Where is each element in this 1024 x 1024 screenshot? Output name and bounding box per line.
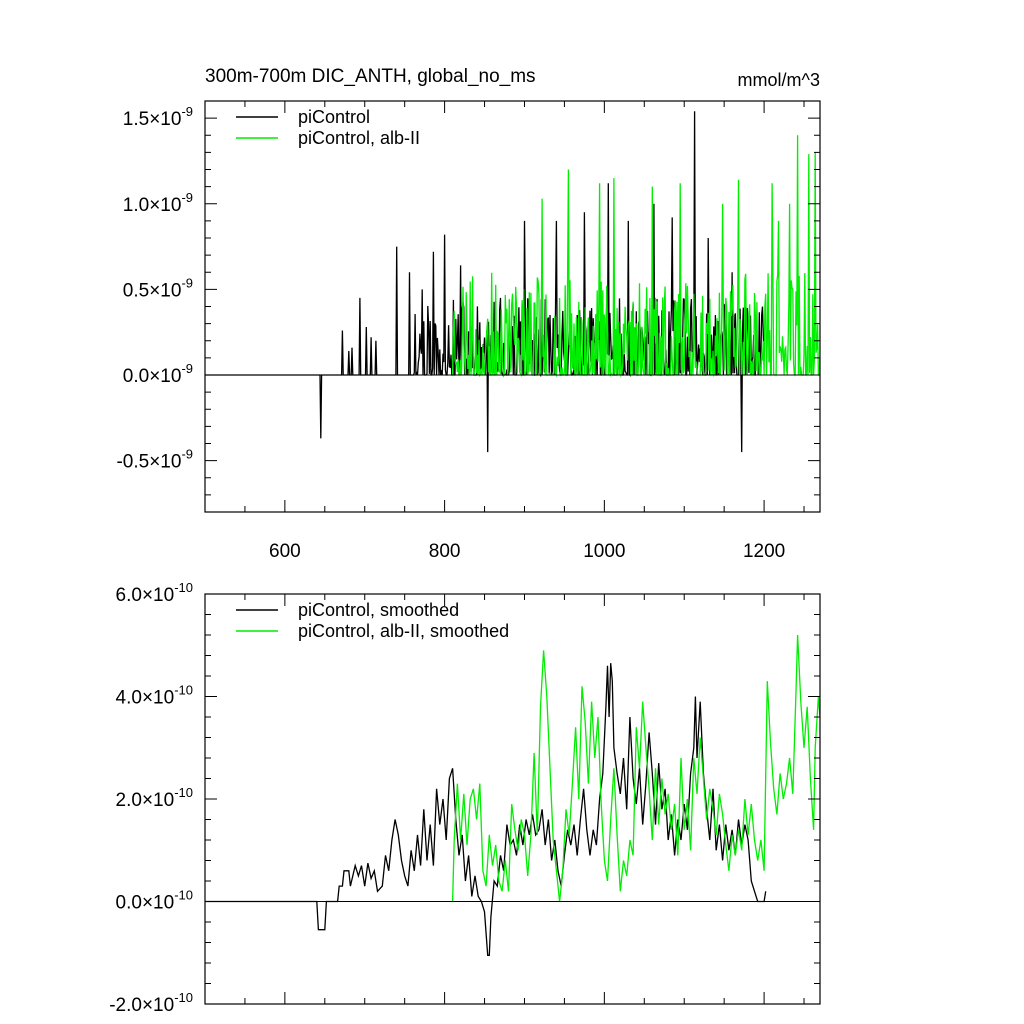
y-tick-label: -2.0×10-10 [109, 990, 193, 1016]
x-tick-label: 600 [269, 541, 301, 562]
y-tick-label: 0.0×10-9 [123, 361, 193, 387]
y-tick-label: 1.0×10-9 [123, 190, 193, 216]
y-tick-label: 0.5×10-9 [123, 275, 193, 301]
top-panel: 600 800 1000 1200 1.5×10-9 1.0×10-9 0.5×10-9 0.… [116, 100, 821, 562]
series-line-picontrol [205, 663, 767, 956]
units-label: mmol/m^3 [738, 70, 820, 90]
y-tick-label: 0.0×10-10 [116, 888, 193, 914]
series-line-alb-ii [451, 634, 820, 902]
y-tick-label: 2.0×10-10 [116, 785, 193, 811]
legend-label: piControl, alb-II, smoothed [298, 621, 509, 641]
x-tick-label: 800 [429, 541, 461, 562]
y-tick-label: -0.5×10-9 [116, 447, 193, 473]
legend-label: piControl [298, 107, 370, 127]
legend-label: piControl, smoothed [298, 600, 459, 620]
series-line-alb-ii [451, 135, 820, 378]
x-tick-label: 1000 [583, 541, 625, 562]
plot-frame [204, 593, 821, 1005]
bottom-panel: 6.0×10-10 4.0×10-10 2.0×10-10 0.0×10-10 -2.0… [109, 580, 821, 1016]
legend-label: piControl, alb-II [298, 128, 420, 148]
y-tick-label: 1.5×10-9 [123, 104, 193, 130]
y-tick-label: 4.0×10-10 [116, 683, 193, 709]
figure-title: 300m-700m DIC_ANTH, global_no_ms [205, 66, 536, 87]
x-tick-label: 1200 [743, 541, 785, 562]
y-tick-label: 6.0×10-10 [116, 580, 193, 606]
